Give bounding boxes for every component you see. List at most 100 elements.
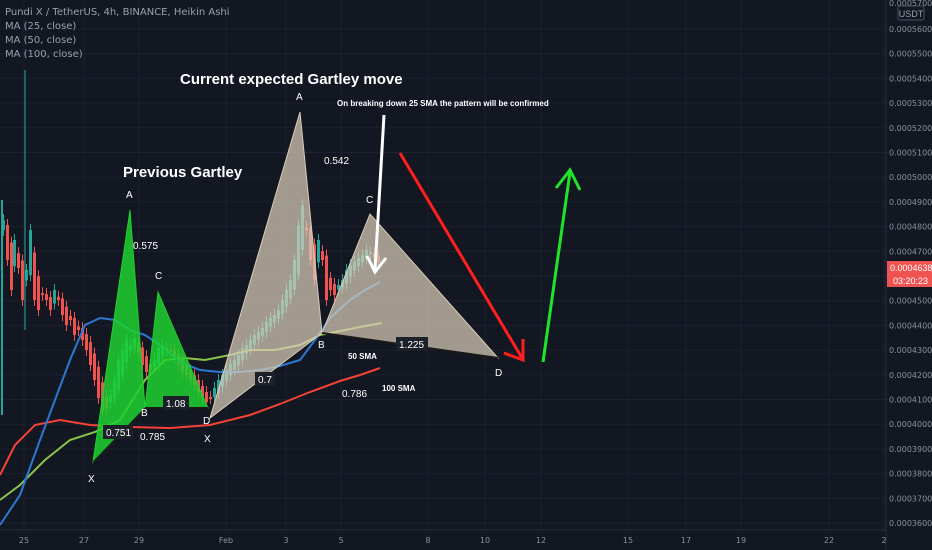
price-tick: 0.0004700	[889, 247, 932, 256]
candle-body	[73, 317, 76, 335]
price-tick: 0.0005200	[889, 124, 932, 133]
legend-ma25[interactable]: MA (25, close)	[5, 21, 77, 32]
candle-body	[45, 294, 48, 300]
annotations: Current expected Gartley move Previous G…	[88, 71, 549, 485]
time-tick: 25	[19, 536, 29, 545]
time-tick: 5	[338, 536, 343, 545]
candle-body	[89, 342, 92, 365]
down-arrow-head	[503, 339, 525, 363]
prev-ratio-xab: 0.751	[106, 428, 131, 439]
time-tick: 10	[480, 536, 490, 545]
cur-ratio-abc-box	[255, 372, 275, 386]
prev-ratio-abc: 0.575	[133, 241, 158, 252]
candle-body	[333, 283, 336, 295]
candle-body	[209, 397, 212, 400]
prev-point-a: A	[126, 190, 133, 201]
timer-badge: 03:20:23	[893, 276, 928, 286]
up-arrow-head	[554, 167, 582, 191]
candle-body	[6, 225, 9, 260]
price-tick: 0.0004400	[889, 321, 932, 330]
prev-ratio-bcd-box	[163, 396, 189, 410]
cur-ratio-abc: 0.7	[258, 375, 272, 386]
note-arrow-head	[365, 255, 388, 275]
price-tick: 0.0005500	[889, 50, 932, 59]
price-tick: 0.0004800	[889, 223, 932, 232]
price-tick: 0.0003900	[889, 445, 932, 454]
cur-point-x: X	[204, 434, 211, 445]
price-tick: 0.0004300	[889, 346, 932, 355]
cur-ratio-xad: 0.786	[342, 389, 367, 400]
cur-ratio-bcd-box	[396, 337, 428, 351]
time-tick: 3	[283, 536, 288, 545]
prev-ratio-xab-box	[103, 425, 133, 439]
candle-body	[77, 326, 80, 330]
ma100-line	[0, 367, 381, 476]
time-tick: 22	[824, 536, 834, 545]
price-badge: 0.0004638	[890, 263, 932, 273]
title-previous: Previous Gartley	[123, 164, 243, 181]
time-tick: 12	[536, 536, 546, 545]
time-tick: 19	[736, 536, 746, 545]
currency-badge-group: USDT	[897, 5, 925, 21]
time-axis[interactable]: 25 27 29 Feb 3 5 8 10 12 15 17 19 22 2	[0, 529, 887, 545]
time-tick: 8	[425, 536, 430, 545]
time-tick: 2	[881, 536, 886, 545]
cur-point-b: B	[318, 340, 325, 351]
prev-ratio-xad: 0.785	[140, 432, 165, 443]
price-tick: 0.0005400	[889, 74, 932, 83]
candle-body	[201, 386, 204, 398]
title-current: Current expected Gartley move	[180, 71, 403, 88]
up-arrow	[541, 171, 572, 363]
candle-body	[49, 297, 52, 310]
prev-point-b: B	[141, 408, 148, 419]
currency-badge-frame	[897, 5, 925, 21]
price-tick: 0.0004500	[889, 297, 932, 306]
time-tick: 17	[681, 536, 691, 545]
candle-body	[17, 253, 20, 268]
price-tick: 0.0005100	[889, 149, 932, 158]
legend-ma50[interactable]: MA (50, close)	[5, 35, 77, 46]
time-tick: Feb	[219, 536, 233, 545]
price-tick: 0.0003800	[889, 470, 932, 479]
candle-body	[29, 230, 32, 276]
note-text: On breaking down 25 SMA the pattern will…	[337, 99, 549, 108]
time-tick: 29	[134, 536, 144, 545]
down-arrow	[398, 152, 524, 359]
legend-ma100[interactable]: MA (100, close)	[5, 49, 83, 60]
candle-body	[329, 277, 332, 290]
candle-body	[325, 255, 328, 300]
prev-point-c: C	[155, 271, 162, 282]
legend-symbol[interactable]: Pundi X / TetherUS, 4h, BINANCE, Heikin …	[5, 7, 230, 18]
candle-body	[145, 356, 148, 372]
candle-body	[337, 285, 340, 290]
sma50-label: 50 SMA	[348, 352, 377, 361]
current-gartley-pattern	[209, 111, 500, 420]
candle-body	[141, 347, 144, 365]
cur-point-c: C	[366, 195, 373, 206]
candle-body	[97, 366, 100, 398]
candles	[1, 70, 380, 416]
prev-point-d: D	[203, 416, 210, 427]
prev-point-x: X	[88, 474, 95, 485]
candle-body	[33, 252, 36, 300]
price-tick: 0.0005300	[889, 99, 932, 108]
candle-body	[321, 251, 324, 260]
candle-body	[2, 220, 5, 230]
candle-body	[81, 328, 84, 340]
arrows	[365, 114, 582, 363]
candle-body	[65, 306, 68, 325]
candle-body	[25, 270, 28, 281]
price-tick: 0.0004100	[889, 396, 932, 405]
prev-ratio-bcd: 1.08	[166, 399, 186, 410]
timer-badge-bg	[887, 274, 932, 287]
cur-ratio-xab: 0.542	[324, 156, 349, 167]
sma100-label: 100 SMA	[382, 384, 416, 393]
cur-ratio-bcd: 1.225	[399, 340, 424, 351]
price-tick-top: 0.0005700	[889, 0, 932, 8]
time-tick: 15	[623, 536, 633, 545]
candle-body	[61, 298, 64, 315]
candle-body	[21, 260, 24, 300]
price-tick: 0.0004200	[889, 371, 932, 380]
